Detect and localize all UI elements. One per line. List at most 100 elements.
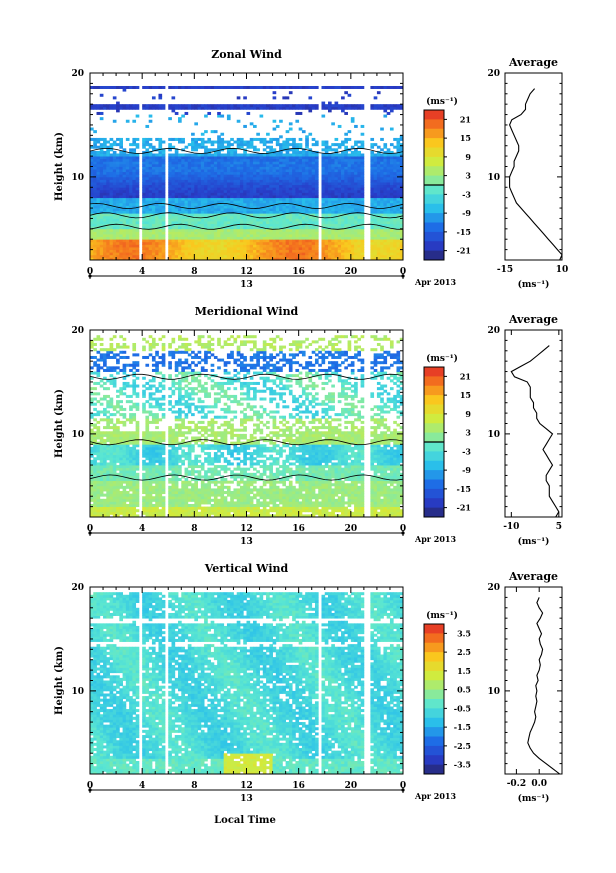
heatmap-cell xyxy=(213,166,218,170)
heatmap-cell xyxy=(132,143,137,147)
heatmap-cell xyxy=(174,215,179,219)
heatmap-cell xyxy=(282,171,287,175)
heatmap-cell xyxy=(129,205,133,209)
heatmap-cell xyxy=(282,241,287,245)
heatmap-cell xyxy=(99,472,104,476)
heatmap-cell xyxy=(230,205,234,209)
heatmap-cell xyxy=(308,202,313,206)
heatmap-cell xyxy=(226,171,231,175)
heatmap-cell xyxy=(200,247,205,251)
heatmap-cell xyxy=(256,205,260,209)
heatmap-cell xyxy=(210,244,215,248)
heatmap-cell xyxy=(96,234,101,238)
heatmap-cell xyxy=(99,143,104,147)
heatmap-cell xyxy=(106,483,110,487)
heatmap-cell xyxy=(96,491,101,495)
heatmap-cell xyxy=(328,244,332,248)
heatmap-cell xyxy=(135,163,140,167)
heatmap-cell xyxy=(383,231,388,235)
heatmap-cell xyxy=(386,195,391,199)
heatmap-cell xyxy=(256,137,260,141)
heatmap-cell xyxy=(112,202,117,206)
heatmap-cell xyxy=(243,153,247,157)
heatmap-cell xyxy=(204,85,208,89)
heatmap-cell xyxy=(122,176,127,180)
heatmap-cell xyxy=(207,140,212,144)
heatmap-cell xyxy=(132,218,137,222)
colorbar xyxy=(423,109,447,261)
heatmap-cell xyxy=(112,446,117,450)
heatmap-cell xyxy=(305,218,309,222)
heatmap-cell xyxy=(275,156,280,160)
heatmap-cell xyxy=(132,85,137,89)
heatmap-cell xyxy=(341,205,345,209)
heatmap-cell xyxy=(90,452,94,456)
profile-y-tick-label: 20 xyxy=(487,69,500,79)
heatmap-cell xyxy=(99,459,104,463)
heatmap-cell xyxy=(155,169,159,173)
heatmap-cell xyxy=(370,184,375,188)
heatmap-cell xyxy=(279,135,283,139)
heatmap-cell xyxy=(90,504,94,508)
heatmap-cell xyxy=(344,176,348,180)
heatmap-cell xyxy=(285,184,290,188)
heatmap-cell xyxy=(148,234,153,238)
heatmap-cell xyxy=(122,234,127,238)
heatmap-cell xyxy=(171,109,176,113)
heatmap-cell xyxy=(298,161,303,165)
heatmap-cell xyxy=(142,236,146,240)
heatmap-cell xyxy=(360,241,365,245)
heatmap-cell xyxy=(119,205,123,209)
heatmap-cell xyxy=(380,182,384,186)
heatmap-cell xyxy=(119,197,123,201)
heatmap-cell xyxy=(239,189,244,193)
heatmap-cell xyxy=(259,249,264,253)
heatmap-cell xyxy=(103,459,107,463)
heatmap-cell xyxy=(334,249,339,253)
heatmap-cell xyxy=(161,106,166,110)
heatmap-cell xyxy=(194,228,198,232)
heatmap-cell xyxy=(301,228,306,232)
heatmap-cell xyxy=(249,137,254,141)
heatmap-cell xyxy=(259,241,264,245)
heatmap-cell xyxy=(112,241,117,245)
heatmap-cell xyxy=(161,244,166,248)
heatmap-cell xyxy=(171,96,176,100)
heatmap-cell xyxy=(370,137,375,141)
heatmap-cell xyxy=(314,236,319,240)
heatmap-cell xyxy=(347,161,352,165)
heatmap-cell xyxy=(145,244,150,248)
heatmap-cell xyxy=(96,176,101,180)
heatmap-cell xyxy=(298,171,303,175)
heatmap-cell xyxy=(347,179,352,183)
heatmap-cell xyxy=(191,161,195,165)
heatmap-cell xyxy=(386,249,391,253)
heatmap-cell xyxy=(341,228,345,232)
heatmap-cell xyxy=(220,213,225,217)
heatmap-cell xyxy=(112,485,117,489)
heatmap-cell xyxy=(331,239,335,243)
heatmap-cell xyxy=(158,171,163,175)
heatmap-cell xyxy=(197,166,202,170)
heatmap-cell xyxy=(132,213,137,217)
heatmap-cell xyxy=(213,200,218,204)
heatmap-cell xyxy=(347,247,352,251)
heatmap-cell xyxy=(380,228,384,232)
heatmap-cell xyxy=(236,163,241,167)
heatmap-cell xyxy=(96,106,101,110)
heatmap-cell xyxy=(226,156,231,160)
heatmap-cell xyxy=(328,202,332,206)
heatmap-cell xyxy=(314,215,319,219)
heatmap-cell xyxy=(96,428,101,432)
heatmap-cell xyxy=(262,148,267,152)
heatmap-cell xyxy=(233,236,238,240)
heatmap-cell xyxy=(376,179,381,183)
heatmap-cell xyxy=(288,247,293,251)
heatmap-cell xyxy=(171,231,176,235)
heatmap-cell xyxy=(223,228,228,232)
heatmap-cell xyxy=(393,210,397,214)
heatmap-cell xyxy=(331,122,335,126)
heatmap-cell xyxy=(236,184,241,188)
heatmap-cell xyxy=(389,257,394,261)
heatmap-cell xyxy=(213,226,218,230)
